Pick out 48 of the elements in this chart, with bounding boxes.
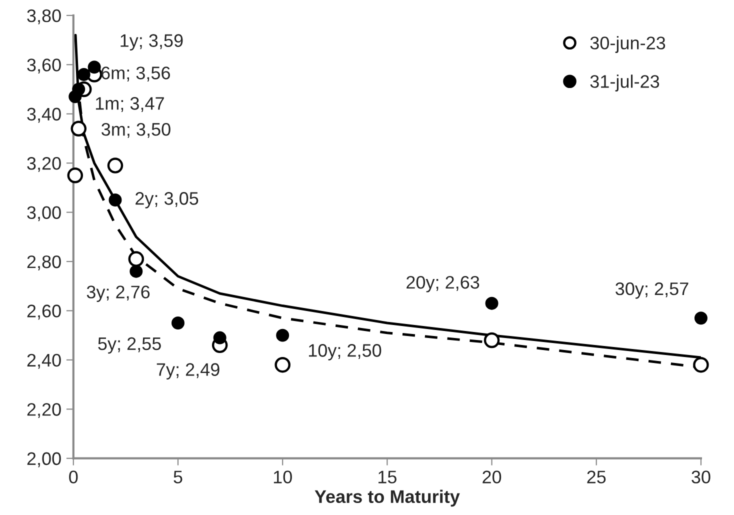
x-tick-label: 0 (69, 470, 78, 484)
annotation: 10y; 2,50 (308, 344, 382, 360)
annotation: 7y; 2,49 (156, 363, 220, 380)
point (276, 328, 290, 342)
y-tick-label: 2,40 (27, 354, 61, 369)
y-tick-label: 3,20 (27, 157, 61, 172)
point (77, 68, 90, 81)
annotation: 1m; 3,47 (96, 97, 164, 112)
annotation: 6m; 3,56 (101, 66, 170, 82)
point (130, 264, 143, 278)
annotation: 5y; 2,55 (98, 337, 161, 354)
legend-label: 31-jul-23 (590, 74, 660, 92)
annotation: 1y; 3,59 (120, 34, 183, 51)
x-axis-title: Years to Maturity (314, 490, 460, 507)
annotation: 3y; 2,76 (86, 286, 150, 302)
y-tick-label: 2,00 (27, 452, 61, 468)
y-tick-label: 2,80 (27, 255, 61, 270)
legend-label: 30-jun-23 (590, 36, 666, 53)
point (213, 331, 226, 344)
point (88, 60, 101, 74)
y-tick-label: 2,20 (27, 403, 61, 418)
x-tick-label: 25 (587, 470, 606, 484)
point (70, 120, 87, 137)
point (485, 296, 498, 310)
y-tick-label: 3,60 (27, 58, 61, 74)
y-tick-label: 3,80 (27, 9, 61, 24)
point (484, 332, 500, 348)
annotation: 3m; 3,50 (102, 122, 170, 138)
point (72, 82, 86, 96)
point (128, 251, 144, 267)
point (67, 168, 84, 184)
annotation: 30y; 2,57 (616, 282, 688, 299)
point (694, 312, 708, 325)
x-tick-label: 20 (482, 470, 502, 484)
point (107, 158, 124, 174)
y-tick-label: 2,60 (27, 304, 61, 320)
annotation: 20y; 2,63 (406, 276, 480, 292)
point (693, 356, 709, 373)
point (274, 356, 290, 373)
point (172, 316, 184, 330)
x-tick-label: 15 (378, 470, 396, 484)
annotation: 2y; 3,05 (136, 192, 198, 208)
y-tick-label: 3,40 (27, 108, 61, 123)
x-tick-label: 10 (274, 470, 292, 484)
y-tick-label: 3,00 (27, 206, 61, 222)
x-tick-label: 5 (174, 470, 182, 484)
x-tick-label: 30 (692, 470, 710, 484)
point (108, 194, 122, 206)
